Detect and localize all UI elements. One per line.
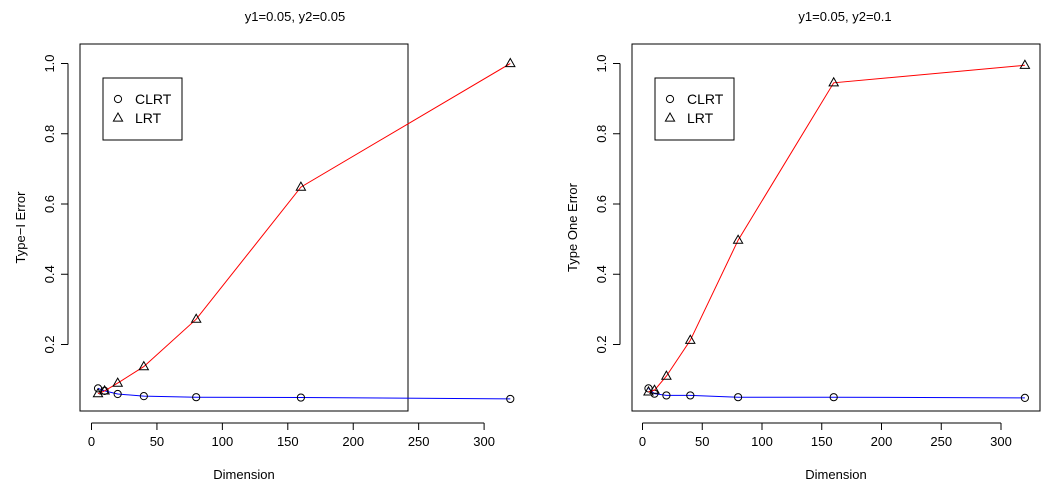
legend-marker: [112, 111, 124, 122]
data-point: [662, 391, 671, 400]
x-axis: 0 50 100 150 200 250 300: [88, 422, 495, 449]
series-line: [648, 388, 1025, 399]
legend-marker: [664, 111, 676, 122]
y-tick-label: 0.4: [594, 265, 609, 283]
data-point: [190, 313, 202, 323]
data-point: [113, 389, 122, 399]
series-lrt: [92, 57, 516, 398]
y-axis-label: Type−I Error: [13, 191, 28, 264]
x-tick-label: 0: [88, 434, 95, 449]
legend-box: [102, 77, 183, 141]
legend-entry-lrt: LRT: [664, 110, 714, 126]
chart-panel-1: y1=0.05, y2=0.05 0 50 100 150 200 250 300 Dimens…: [13, 9, 516, 482]
data-point: [732, 234, 744, 244]
y-tick-label: 1.0: [42, 54, 57, 72]
x-axis-label: Dimension: [213, 467, 274, 482]
data-point: [506, 394, 515, 404]
y-tick-label: 0.6: [594, 195, 609, 213]
x-tick-label: 50: [150, 434, 164, 449]
legend: CLRT LRT: [102, 77, 183, 141]
x-tick-label: 0: [639, 434, 646, 449]
data-point: [99, 384, 111, 395]
series-clrt: [644, 384, 1030, 402]
x-tick-label: 300: [473, 434, 495, 449]
y-tick-label: 0.2: [42, 335, 57, 353]
legend-label: CLRT: [135, 91, 172, 107]
legend: CLRT LRT: [654, 77, 735, 141]
data-point: [829, 393, 838, 402]
x-tick-label: 250: [930, 434, 952, 449]
data-point: [138, 360, 150, 371]
y-tick-label: 0.8: [594, 125, 609, 143]
data-point: [649, 384, 660, 394]
data-point: [139, 392, 148, 401]
plot-frame: [631, 43, 1041, 412]
legend-label: LRT: [135, 110, 162, 126]
data-point: [686, 391, 695, 400]
data-point: [684, 334, 696, 344]
chart-panel-2: y1=0.05, y2=0.1 0 50 100 150 200 250 300 Dimensi…: [565, 9, 1041, 482]
data-point: [1019, 59, 1031, 69]
y-axis: 0.2 0.4 0.6 0.8 1.0: [594, 54, 621, 354]
x-tick-label: 200: [871, 434, 893, 449]
data-point: [828, 76, 840, 87]
legend-label: CLRT: [687, 91, 724, 107]
data-point: [660, 370, 672, 380]
legend-marker: [113, 94, 123, 104]
legend-entry-clrt: CLRT: [113, 91, 172, 107]
data-point: [296, 393, 305, 402]
y-axis: 0.2 0.4 0.6 0.8 1.0: [42, 54, 69, 354]
x-axis-label: Dimension: [805, 467, 866, 482]
data-point: [504, 57, 516, 68]
series-line: [97, 63, 511, 395]
legend-box: [654, 77, 735, 141]
series-clrt: [93, 384, 515, 404]
y-tick-label: 0.4: [42, 265, 57, 283]
data-point: [644, 384, 653, 393]
data-point: [112, 377, 124, 387]
chart-title: y1=0.05, y2=0.05: [245, 9, 345, 24]
legend-entry-clrt: CLRT: [665, 91, 724, 107]
x-tick-label: 50: [695, 434, 709, 449]
y-tick-label: 0.8: [42, 125, 57, 143]
chart-title: y1=0.05, y2=0.1: [798, 9, 891, 24]
x-tick-label: 250: [408, 434, 430, 449]
legend-label: LRT: [687, 110, 714, 126]
legend-marker: [665, 94, 675, 104]
data-point: [734, 393, 743, 402]
x-tick-label: 150: [277, 434, 299, 449]
x-axis: 0 50 100 150 200 250 300: [639, 422, 1012, 449]
y-tick-label: 1.0: [594, 54, 609, 72]
series-lrt: [643, 59, 1031, 396]
x-tick-label: 200: [342, 434, 364, 449]
series-line: [648, 64, 1025, 393]
y-tick-label: 0.2: [594, 335, 609, 353]
plot-frame: [79, 43, 409, 412]
data-point: [1020, 393, 1030, 402]
y-axis-label: Type One Error: [565, 182, 580, 272]
x-tick-label: 100: [751, 434, 773, 449]
y-tick-label: 0.6: [42, 195, 57, 213]
data-point: [295, 181, 307, 191]
legend-entry-lrt: LRT: [112, 110, 162, 126]
x-tick-label: 150: [811, 434, 833, 449]
data-point: [192, 393, 201, 402]
x-tick-label: 100: [212, 434, 234, 449]
x-tick-label: 300: [990, 434, 1012, 449]
